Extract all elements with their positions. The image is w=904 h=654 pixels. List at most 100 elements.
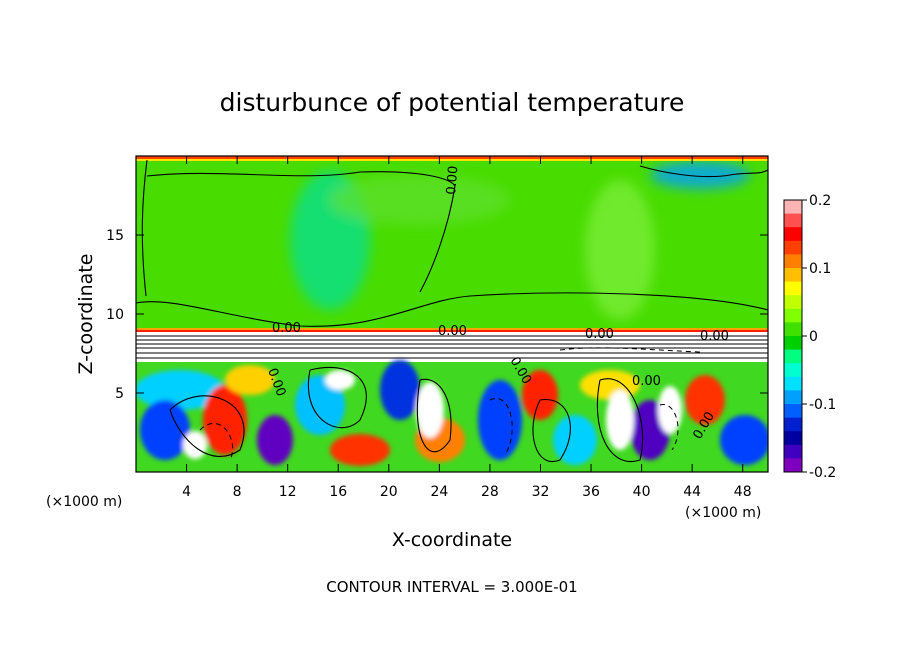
- x-axis: 4 8 12 16 20 24 28 32 36 40 44 48: [182, 156, 752, 500]
- field-patch-light-green: [585, 180, 655, 320]
- colorbar-swatch: [784, 431, 802, 446]
- colorbar: 0.2 0.1 0 -0.1 -0.2: [783, 193, 836, 481]
- contour-line: [136, 292, 768, 327]
- x-tick-label: 40: [633, 484, 651, 500]
- contour-label: 0.00: [585, 327, 614, 342]
- colorbar-swatch: [784, 281, 802, 296]
- colorbar-swatch: [784, 444, 802, 459]
- x-tick-label: 20: [380, 484, 398, 500]
- colorbar-swatch: [784, 390, 802, 405]
- field-blob-red: [203, 385, 247, 455]
- colorbar-swatch: [784, 349, 802, 364]
- colorbar-tick-label: 0.2: [809, 193, 831, 209]
- colorbar-swatch: [784, 376, 802, 391]
- colorbar-swatch: [784, 227, 802, 242]
- x-tick-label: 24: [430, 484, 448, 500]
- x-tick-label: 16: [329, 484, 347, 500]
- field-blob-cyan: [553, 415, 597, 465]
- field-top-band-red: [136, 156, 768, 159]
- contour-label: 0.00: [438, 324, 467, 339]
- colorbar-swatch: [784, 308, 802, 323]
- colorbar-swatch: [784, 363, 802, 378]
- contour-lines: [136, 159, 768, 463]
- x-tick-label: 44: [683, 484, 701, 500]
- contour-line: [596, 378, 644, 463]
- x-unit-right: (×1000 m): [685, 505, 761, 521]
- field-blob-red: [330, 434, 390, 466]
- colorbar-swatch: [784, 213, 802, 228]
- colorbar-swatch: [784, 268, 802, 283]
- field-blob-cyan: [136, 370, 225, 410]
- colorbar-swatch: [784, 254, 802, 269]
- field-blob-white: [183, 431, 207, 459]
- field-blob-white: [606, 390, 634, 450]
- x-tick-label: 48: [734, 484, 752, 500]
- colorbar-swatch: [784, 200, 802, 215]
- field-blob-red: [685, 375, 725, 425]
- field-blob-white: [416, 382, 444, 438]
- field-blob-red: [522, 370, 558, 420]
- colorbar-tick-label: -0.1: [809, 397, 836, 413]
- contour-line: [141, 159, 148, 297]
- x-tick-label: 36: [582, 484, 600, 500]
- field-blob-blue: [380, 360, 420, 420]
- x-tick-label: 12: [279, 484, 297, 500]
- field-blob-purple: [257, 415, 293, 465]
- contour-line-dashed: [199, 423, 234, 461]
- colorbar-tick-label: 0: [809, 329, 818, 345]
- plot-field: 0.00 0.00 0.00 0.00 0.00 0.00 0.00 0.00 …: [136, 156, 768, 472]
- y-tick-label: 15: [106, 228, 124, 244]
- x-tick-label: 32: [532, 484, 550, 500]
- contour-line: [532, 399, 571, 463]
- field-top-band-yellow: [136, 159, 768, 161]
- colorbar-swatch: [784, 458, 802, 473]
- colorbar-swatch: [784, 404, 802, 419]
- contour-interval-text: CONTOUR INTERVAL = 3.000E-01: [326, 578, 577, 596]
- field-band-white: [136, 332, 768, 362]
- contour-line: [169, 395, 245, 457]
- contour-label: 0.00: [444, 165, 461, 195]
- field-blob-yellow: [225, 365, 275, 395]
- contour-line-dashed: [489, 397, 513, 456]
- field-blob-cyan: [295, 375, 345, 435]
- field-band-red: [136, 330, 768, 332]
- y-axis: 5 10 15: [106, 228, 768, 402]
- contour-label: 0.00: [272, 321, 301, 336]
- field-blob-blue: [478, 380, 522, 460]
- field-blob-blue: [720, 415, 768, 465]
- y-tick-label: 5: [115, 386, 124, 402]
- field-patch-blue-top: [650, 161, 750, 189]
- field-blob-blue: [140, 400, 190, 460]
- contour-line: [416, 378, 452, 453]
- field-blob-white: [658, 386, 682, 434]
- x-tick-label: 8: [233, 484, 242, 500]
- colorbar-swatch: [784, 336, 802, 351]
- y-tick-label: 10: [106, 307, 124, 323]
- colorbar-swatch: [784, 417, 802, 432]
- x-tick-label: 28: [481, 484, 499, 500]
- field-blob-white: [325, 370, 355, 390]
- contour-lines-dashed: [199, 347, 701, 461]
- contour-line-dashed: [559, 347, 701, 353]
- colorbar-tick-label: 0.1: [809, 261, 831, 277]
- x-unit-left: (×1000 m): [46, 494, 122, 510]
- contour-label: 0.00: [632, 374, 661, 389]
- x-axis-title: X-coordinate: [392, 529, 512, 551]
- contour-line-dashed: [659, 404, 679, 451]
- field-patch-light-green: [330, 175, 510, 225]
- colorbar-tick-label: -0.2: [809, 465, 836, 481]
- y-axis-title: Z-coordinate: [75, 254, 97, 375]
- chart-title: disturbunce of potential temperature: [220, 88, 685, 117]
- field-blob-yellow: [580, 370, 640, 400]
- contour-label: 0.00: [700, 329, 729, 344]
- x-tick-label: 4: [182, 484, 191, 500]
- contour-line: [136, 335, 768, 359]
- contour-line: [307, 366, 367, 429]
- colorbar-swatch: [784, 295, 802, 310]
- colorbar-swatch: [784, 240, 802, 255]
- field-band-orange: [136, 328, 768, 330]
- contour-line: [146, 171, 456, 293]
- colorbar-swatch: [784, 322, 802, 337]
